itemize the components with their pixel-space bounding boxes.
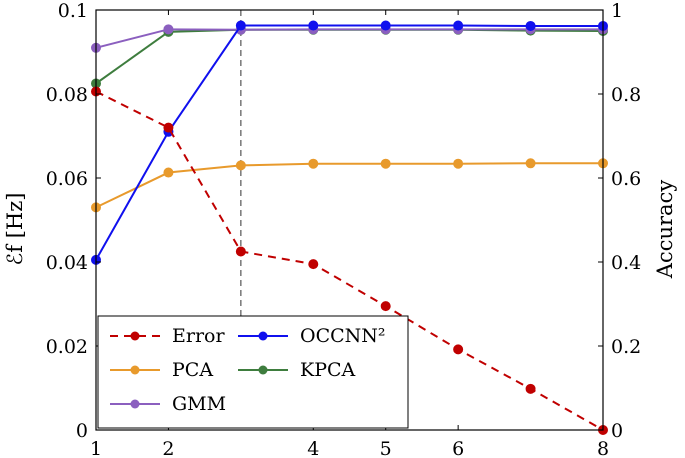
y-tick-label-left: 0.04 [46, 252, 88, 274]
data-point-pca [235, 160, 246, 171]
legend-swatch-marker [258, 331, 268, 341]
x-tick-label: 1 [90, 438, 102, 458]
series-pca [91, 158, 608, 213]
legend-box [97, 315, 409, 429]
x-tick-label: 5 [380, 438, 392, 458]
series-occnn [91, 20, 608, 265]
data-point-occnn [308, 20, 319, 31]
data-point-pca [525, 158, 536, 169]
series-line-error [95, 90, 604, 431]
data-point-gmm [163, 24, 174, 35]
series-line-pca [95, 162, 603, 209]
x-tick-label: 2 [162, 438, 174, 458]
y-tick-label-right: 0.4 [611, 252, 641, 274]
y-tick-label-left: 0 [76, 420, 88, 442]
legend-swatch-marker [130, 331, 140, 341]
data-point-error [235, 246, 246, 257]
data-point-pca [380, 158, 391, 169]
y-tick-label-right: 0.8 [611, 84, 641, 106]
legend-swatch-marker [130, 365, 140, 375]
y-axis-label-right: Accuracy [653, 180, 677, 280]
legend-label: PCA [172, 359, 213, 381]
data-point-occnn [525, 20, 536, 31]
x-tick-label: 8 [597, 438, 609, 458]
y-tick-label-right: 0.6 [611, 168, 641, 190]
y-tick-label-right: 1 [611, 0, 623, 22]
series-line-gmm [95, 28, 603, 49]
y-tick-label-left: 0.02 [46, 336, 88, 358]
legend-entry-occnn: OCCNN² [238, 325, 386, 347]
data-point-error [525, 383, 536, 394]
data-point-error [308, 259, 319, 270]
data-point-occnn [235, 20, 246, 31]
series-line-kpca [95, 28, 604, 85]
legend-label: KPCA [300, 359, 356, 381]
series-kpca [91, 24, 608, 89]
legend-swatch-marker [258, 365, 268, 375]
legend-entry-kpca: KPCA [238, 359, 356, 381]
data-point-pca [163, 167, 174, 178]
data-point-pca [453, 158, 464, 169]
data-point-error [163, 122, 174, 133]
data-point-occnn [380, 20, 391, 31]
y-tick-label-left: 0.06 [46, 168, 88, 190]
plot-frame [95, 9, 604, 431]
legend: Error OCCNN² PCA KPCA GMM [97, 315, 409, 429]
legend-entry-gmm: GMM [110, 393, 226, 415]
legend-label: Error [172, 325, 225, 347]
y-axis-label-left: ℰf [Hz] [3, 193, 27, 266]
legend-swatch-marker [130, 399, 140, 409]
y-tick-label-left: 0.08 [46, 84, 88, 106]
axis-layer: 1 2 4 5 6 800.020.040.060.080.100.20.40.60.81 [46, 0, 642, 458]
y-tick-label-right: 0 [611, 420, 623, 442]
data-point-error [380, 301, 391, 312]
series-line-occnn [95, 24, 603, 261]
legend-entry-error: Error [110, 325, 225, 347]
legend-entry-pca: PCA [110, 359, 213, 381]
y-tick-label-right: 0.2 [611, 336, 641, 358]
data-point-occnn [453, 20, 464, 31]
legend-label: OCCNN² [300, 325, 386, 347]
legend-label: GMM [172, 393, 226, 415]
x-tick-label: 6 [452, 438, 464, 458]
data-point-pca [308, 158, 319, 169]
data-point-error [453, 344, 464, 355]
x-tick-label: 4 [307, 438, 319, 458]
y-tick-label-left: 0.1 [58, 0, 88, 22]
